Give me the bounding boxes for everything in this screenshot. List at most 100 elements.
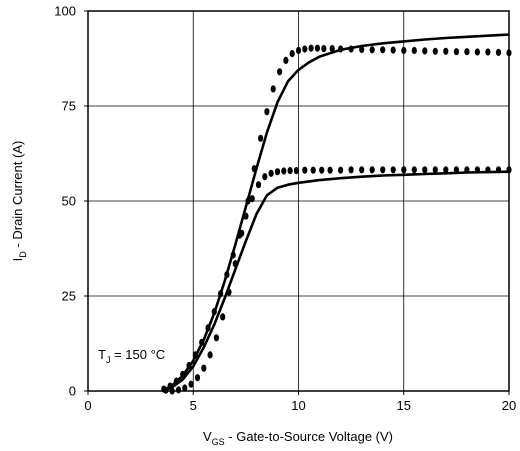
data-point xyxy=(485,48,491,56)
data-point xyxy=(302,45,308,53)
data-point xyxy=(314,44,320,52)
data-point xyxy=(348,45,354,53)
data-point xyxy=(281,167,287,175)
data-point xyxy=(243,212,249,220)
grid-lines xyxy=(88,11,509,391)
data-point xyxy=(338,166,344,174)
data-point xyxy=(321,45,327,53)
y-tick-label: 75 xyxy=(62,99,76,114)
data-point xyxy=(258,134,264,142)
data-point xyxy=(329,45,335,53)
data-point xyxy=(182,384,188,392)
y-tick-label: 25 xyxy=(62,289,76,304)
data-point xyxy=(302,166,308,174)
series-line-1 xyxy=(165,33,510,391)
data-point xyxy=(453,166,459,174)
data-point xyxy=(283,56,289,64)
data-point xyxy=(249,195,255,203)
data-point xyxy=(432,166,438,174)
data-point xyxy=(207,351,213,359)
series-line-2 xyxy=(165,170,510,392)
data-point xyxy=(293,167,299,175)
data-point xyxy=(173,377,179,385)
x-tick-label: 5 xyxy=(190,398,197,413)
data-point xyxy=(359,166,365,174)
data-point xyxy=(213,334,219,342)
data-point xyxy=(262,173,268,181)
data-point xyxy=(319,166,325,174)
data-point xyxy=(506,166,512,174)
x-tick-label: 10 xyxy=(291,398,305,413)
data-point xyxy=(188,380,194,388)
data-point xyxy=(327,166,333,174)
data-point xyxy=(474,48,480,56)
data-point xyxy=(495,48,502,57)
data-point xyxy=(270,85,276,93)
series-dots-4 xyxy=(161,166,512,393)
data-point xyxy=(338,45,344,53)
data-point xyxy=(474,166,480,174)
data-point xyxy=(464,166,470,174)
data-point xyxy=(289,50,295,58)
data-point xyxy=(348,166,354,174)
data-point xyxy=(224,271,230,279)
data-point xyxy=(192,351,198,359)
data-point xyxy=(220,313,226,321)
y-tick-labels: 0 25 50 75 100 xyxy=(54,4,88,399)
data-point xyxy=(380,46,386,54)
y-tick-label: 50 xyxy=(62,194,76,209)
data-point xyxy=(218,290,224,298)
data-point xyxy=(237,231,243,239)
data-point xyxy=(255,181,262,189)
data-point xyxy=(308,44,314,52)
x-tick-label: 15 xyxy=(397,398,411,413)
data-point xyxy=(369,46,375,54)
data-point xyxy=(390,166,396,174)
data-point xyxy=(211,308,217,316)
data-point xyxy=(411,46,417,55)
data-point xyxy=(201,364,207,372)
data-point xyxy=(443,166,449,174)
y-axis-title: ID - Drain Current (A) xyxy=(10,141,28,262)
data-point xyxy=(268,169,274,177)
data-point xyxy=(464,48,470,56)
y-tick-label: 100 xyxy=(54,4,76,19)
data-point xyxy=(485,166,491,174)
data-point xyxy=(175,386,182,394)
data-point xyxy=(251,165,257,173)
data-point xyxy=(369,166,375,174)
data-point xyxy=(230,251,236,259)
data-point xyxy=(506,49,512,57)
data-point xyxy=(274,168,281,176)
data-point xyxy=(167,382,173,390)
data-point xyxy=(277,68,283,76)
data-point xyxy=(422,47,428,55)
data-point xyxy=(310,166,316,174)
data-point xyxy=(186,361,192,370)
data-point xyxy=(226,288,232,296)
data-point xyxy=(199,338,205,346)
data-point xyxy=(453,48,459,56)
data-point xyxy=(232,260,238,268)
data-point xyxy=(422,166,428,174)
data-point xyxy=(194,374,201,382)
series-dots-3 xyxy=(163,44,512,395)
data-point xyxy=(401,46,407,55)
data-point xyxy=(264,108,270,116)
x-tick-labels: 0 5 10 15 20 xyxy=(84,391,516,413)
data-point xyxy=(205,324,211,332)
data-point xyxy=(180,370,186,378)
data-point xyxy=(359,45,365,54)
data-point xyxy=(161,385,167,393)
data-point xyxy=(245,197,251,205)
data-point xyxy=(287,167,293,175)
data-point xyxy=(390,46,396,54)
temperature-annotation: TJ = 150 °C xyxy=(98,347,165,365)
data-point xyxy=(401,166,407,174)
x-tick-label: 0 xyxy=(84,398,91,413)
data-point xyxy=(295,46,302,55)
data-series xyxy=(161,33,512,395)
data-point xyxy=(495,166,502,174)
data-point xyxy=(443,47,449,55)
